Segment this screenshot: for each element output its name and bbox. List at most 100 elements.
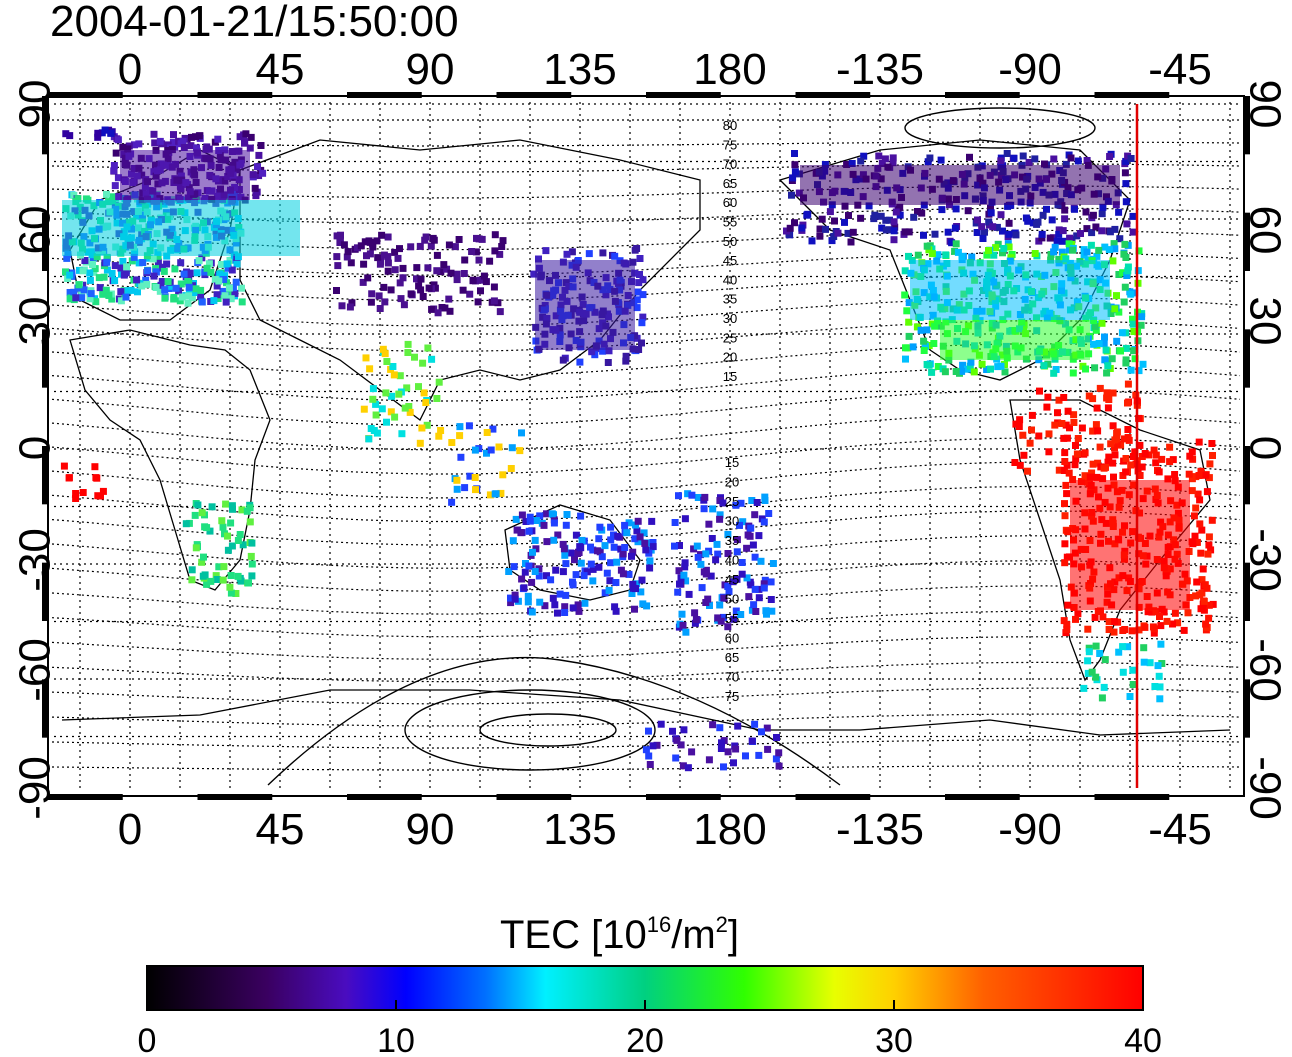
tec-square xyxy=(180,270,188,278)
tec-square xyxy=(246,144,254,152)
tec-square xyxy=(1091,322,1099,330)
tec-square xyxy=(1129,212,1137,220)
tec-square xyxy=(1199,565,1207,573)
tec-square xyxy=(761,493,769,501)
tec-square xyxy=(478,235,486,243)
tec-square xyxy=(733,575,741,583)
tec-square xyxy=(767,596,775,603)
tec-square xyxy=(1127,155,1135,162)
tec-square xyxy=(671,542,678,550)
tec-square xyxy=(1069,476,1077,483)
tec-square xyxy=(1148,608,1156,616)
tec-square xyxy=(536,598,544,606)
tec-square xyxy=(1103,369,1111,377)
tec-square xyxy=(571,556,578,564)
tec-square xyxy=(1144,608,1152,616)
tec-square xyxy=(937,156,945,164)
tec-square xyxy=(822,225,829,233)
tec-square xyxy=(1055,226,1063,234)
tec-square xyxy=(816,232,824,240)
tec-square xyxy=(928,250,936,258)
tec-square xyxy=(816,225,824,233)
tec-square xyxy=(679,762,687,770)
tec-square xyxy=(535,565,543,573)
tec-square xyxy=(1141,450,1149,457)
tec-square xyxy=(1091,364,1099,372)
tec-square xyxy=(983,251,991,259)
contour-label: 45 xyxy=(723,253,737,268)
tec-square xyxy=(760,584,768,592)
tec-square xyxy=(1130,453,1137,460)
tec-square xyxy=(854,201,862,209)
tec-square xyxy=(1025,158,1033,166)
tec-square xyxy=(111,182,119,190)
tec-square xyxy=(705,520,713,528)
tec-square xyxy=(192,544,200,552)
tec-square xyxy=(1158,660,1166,667)
tec-square xyxy=(214,295,222,302)
tec-square xyxy=(372,400,380,408)
tec-square xyxy=(233,260,241,268)
colorbar-title: TEC [1016/m2] xyxy=(500,912,739,957)
tec-square xyxy=(222,500,230,508)
tec-square xyxy=(578,536,586,544)
tec-square xyxy=(531,568,539,575)
tec-square xyxy=(580,572,588,580)
tec-square xyxy=(598,553,606,561)
tec-square xyxy=(1205,614,1213,622)
tec-square xyxy=(923,242,931,250)
tec-square xyxy=(90,268,98,276)
tec-square xyxy=(612,579,620,586)
tec-square xyxy=(144,267,152,275)
tec-square xyxy=(725,588,733,596)
tec-square xyxy=(562,560,570,568)
tec-square xyxy=(1188,487,1196,495)
tec-square xyxy=(528,578,536,586)
tec-square xyxy=(1001,368,1009,376)
tec-square xyxy=(633,304,641,312)
tec-square xyxy=(993,223,1001,231)
tec-square xyxy=(1064,407,1072,415)
tec-square xyxy=(1127,290,1135,298)
tec-square xyxy=(152,268,160,276)
tec-square xyxy=(1066,234,1074,242)
tec-square xyxy=(404,349,412,356)
tec-square xyxy=(1040,362,1048,370)
tec-square xyxy=(791,219,798,227)
tec-square xyxy=(747,581,755,589)
tec-square xyxy=(1034,218,1042,226)
tec-square xyxy=(576,543,584,551)
tec-square xyxy=(447,269,455,277)
tec-square xyxy=(195,257,203,265)
tec-square xyxy=(234,572,242,580)
tec-square xyxy=(1149,623,1157,631)
tec-square xyxy=(399,274,407,282)
tec-square xyxy=(482,278,490,286)
tec-square xyxy=(1129,666,1137,674)
tec-square xyxy=(446,307,454,315)
tec-square xyxy=(945,356,953,364)
tec-square xyxy=(944,228,952,236)
tec-square xyxy=(635,279,643,287)
tec-square xyxy=(747,524,755,532)
tec-square xyxy=(495,443,503,451)
tec-square xyxy=(648,517,656,525)
top-lon-label: 90 xyxy=(406,45,455,94)
tec-square xyxy=(348,299,356,307)
tec-square xyxy=(448,439,456,446)
tec-square xyxy=(433,395,441,402)
tec-square xyxy=(1174,619,1182,627)
tec-square xyxy=(821,161,829,168)
tec-square xyxy=(1052,366,1060,373)
tec-square xyxy=(475,256,483,264)
tec-square xyxy=(1197,467,1205,475)
tec-square xyxy=(220,276,228,283)
top-lon-label: -45 xyxy=(1148,45,1212,94)
tec-square xyxy=(1111,436,1119,444)
tec-square xyxy=(755,585,763,593)
tec-square xyxy=(1089,211,1097,219)
tec-square xyxy=(425,284,433,292)
contour-label: 30 xyxy=(723,311,737,326)
tec-square xyxy=(1109,422,1117,430)
tec-square xyxy=(1020,451,1028,459)
